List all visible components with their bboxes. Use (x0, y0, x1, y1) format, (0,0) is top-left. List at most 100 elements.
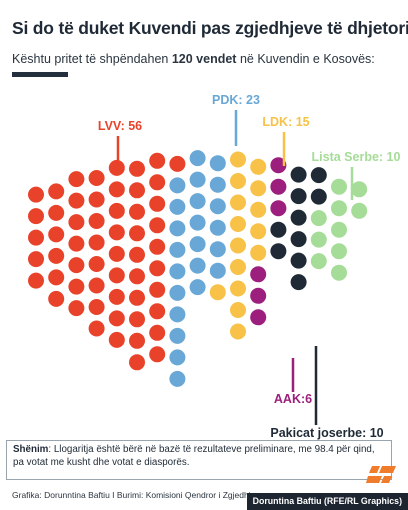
seat-lvv (28, 272, 44, 289)
seat-pakicat-joserbe (290, 274, 307, 291)
seat-pdk (189, 193, 206, 210)
seat-ldk (230, 323, 246, 340)
seat-lvv (88, 320, 105, 337)
seat-lvv (28, 251, 44, 268)
seat-pdk (209, 262, 226, 279)
seat-pakicat-joserbe (270, 243, 287, 260)
seat-lvv (28, 229, 44, 246)
subtitle-suffix: në Kuvendin e Kosovës: (236, 52, 375, 66)
seat-ldk (230, 173, 246, 189)
seat-ldk (230, 216, 246, 232)
note-text: : Llogaritja është bërë në bazë të rezul… (13, 444, 375, 468)
seat-aak (250, 266, 267, 283)
seat-ldk (230, 280, 246, 297)
seat-lvv (129, 160, 145, 177)
seat-lvv (149, 324, 166, 341)
seat-lista-serbe (310, 253, 327, 270)
seat-lvv (129, 246, 145, 263)
seat-aak (250, 287, 267, 304)
note-label: Shënim (13, 444, 49, 455)
seat-lvv (108, 310, 125, 327)
seat-lvv (129, 182, 145, 199)
seat-pdk (169, 306, 186, 323)
seat-ldk (230, 237, 246, 254)
title-accent-bar (12, 72, 68, 77)
seat-aak (270, 157, 287, 174)
seat-pdk (189, 150, 206, 167)
subtitle-seats: 120 vendet (171, 52, 237, 66)
seat-lista-serbe (331, 178, 347, 195)
seat-lvv (68, 235, 85, 252)
seat-lista-serbe (331, 243, 347, 260)
seat-pakicat-joserbe (290, 231, 307, 248)
seat-lvv (129, 203, 145, 220)
label-lvv: LVV: 56 (98, 119, 142, 133)
subtitle-prefix: Kështu pritet të shpëndahen (12, 52, 172, 66)
seat-pdk (189, 257, 206, 274)
seat-lvv (129, 311, 145, 328)
seat-lvv (149, 346, 166, 363)
seat-aak (270, 200, 287, 217)
seat-lvv (149, 152, 166, 169)
seat-lvv (169, 155, 186, 172)
seat-ldk (250, 180, 267, 197)
seat-lvv (68, 257, 85, 274)
seat-lvv (149, 281, 166, 298)
seat-pakicat-joserbe (310, 188, 327, 205)
seat-lvv (108, 224, 125, 241)
seat-lvv (149, 217, 166, 234)
seat-lista-serbe (351, 181, 368, 198)
seat-lvv (28, 208, 44, 225)
seat-ldk (250, 244, 267, 261)
seat-pakicat-joserbe (290, 166, 307, 183)
seat-lvv (68, 192, 85, 209)
seat-lvv (108, 202, 125, 219)
seat-ldk (230, 151, 246, 168)
seat-lvv (129, 354, 145, 371)
seat-pdk (169, 370, 186, 387)
seat-ldk (250, 201, 267, 218)
seat-lista-serbe (331, 221, 347, 238)
seat-ldk (250, 158, 267, 175)
seat-lvv (108, 288, 125, 305)
seat-pdk (169, 263, 186, 280)
label-ldk: LDK: 15 (262, 115, 309, 129)
seat-pdk (169, 198, 186, 215)
seat-lvv (68, 278, 85, 295)
seat-lvv (108, 331, 125, 348)
seat-pdk (189, 214, 206, 231)
seat-pakicat-joserbe (270, 221, 287, 238)
seat-lvv (48, 247, 65, 264)
seat-lvv (129, 225, 145, 242)
seat-lvv (149, 238, 166, 255)
seat-pdk (209, 176, 226, 193)
seat-lvv (149, 174, 166, 191)
seat-pdk (209, 219, 226, 236)
seat-pakicat-joserbe (310, 167, 327, 184)
seat-pakicat-joserbe (290, 209, 307, 226)
chart-title: Si do të duket Kuvendi pas zgjedhjeve të… (12, 18, 408, 38)
seat-lista-serbe (310, 210, 327, 227)
seat-lvv (88, 299, 105, 315)
seat-pdk (209, 241, 226, 258)
seat-lvv (48, 269, 65, 286)
author-badge: Doruntina Baftiu (RFE/RL Graphics) (246, 493, 408, 510)
seat-lvv (68, 214, 85, 231)
seat-ldk (230, 302, 246, 318)
seat-lvv (108, 267, 125, 284)
seat-lvv (108, 245, 125, 262)
seat-pdk (209, 198, 226, 215)
seat-pdk (189, 171, 206, 188)
seat-aak (270, 178, 287, 195)
label-pdk: PDK: 23 (212, 93, 260, 107)
seat-ldk (250, 223, 267, 240)
seat-pdk (169, 241, 186, 258)
seat-lvv (88, 256, 105, 272)
seat-lvv (149, 195, 166, 212)
seat-pdk (169, 349, 186, 366)
seat-lvv (149, 303, 166, 320)
seat-lvv (68, 300, 85, 317)
seat-pakicat-joserbe (290, 252, 307, 269)
seat-lvv (48, 183, 65, 200)
